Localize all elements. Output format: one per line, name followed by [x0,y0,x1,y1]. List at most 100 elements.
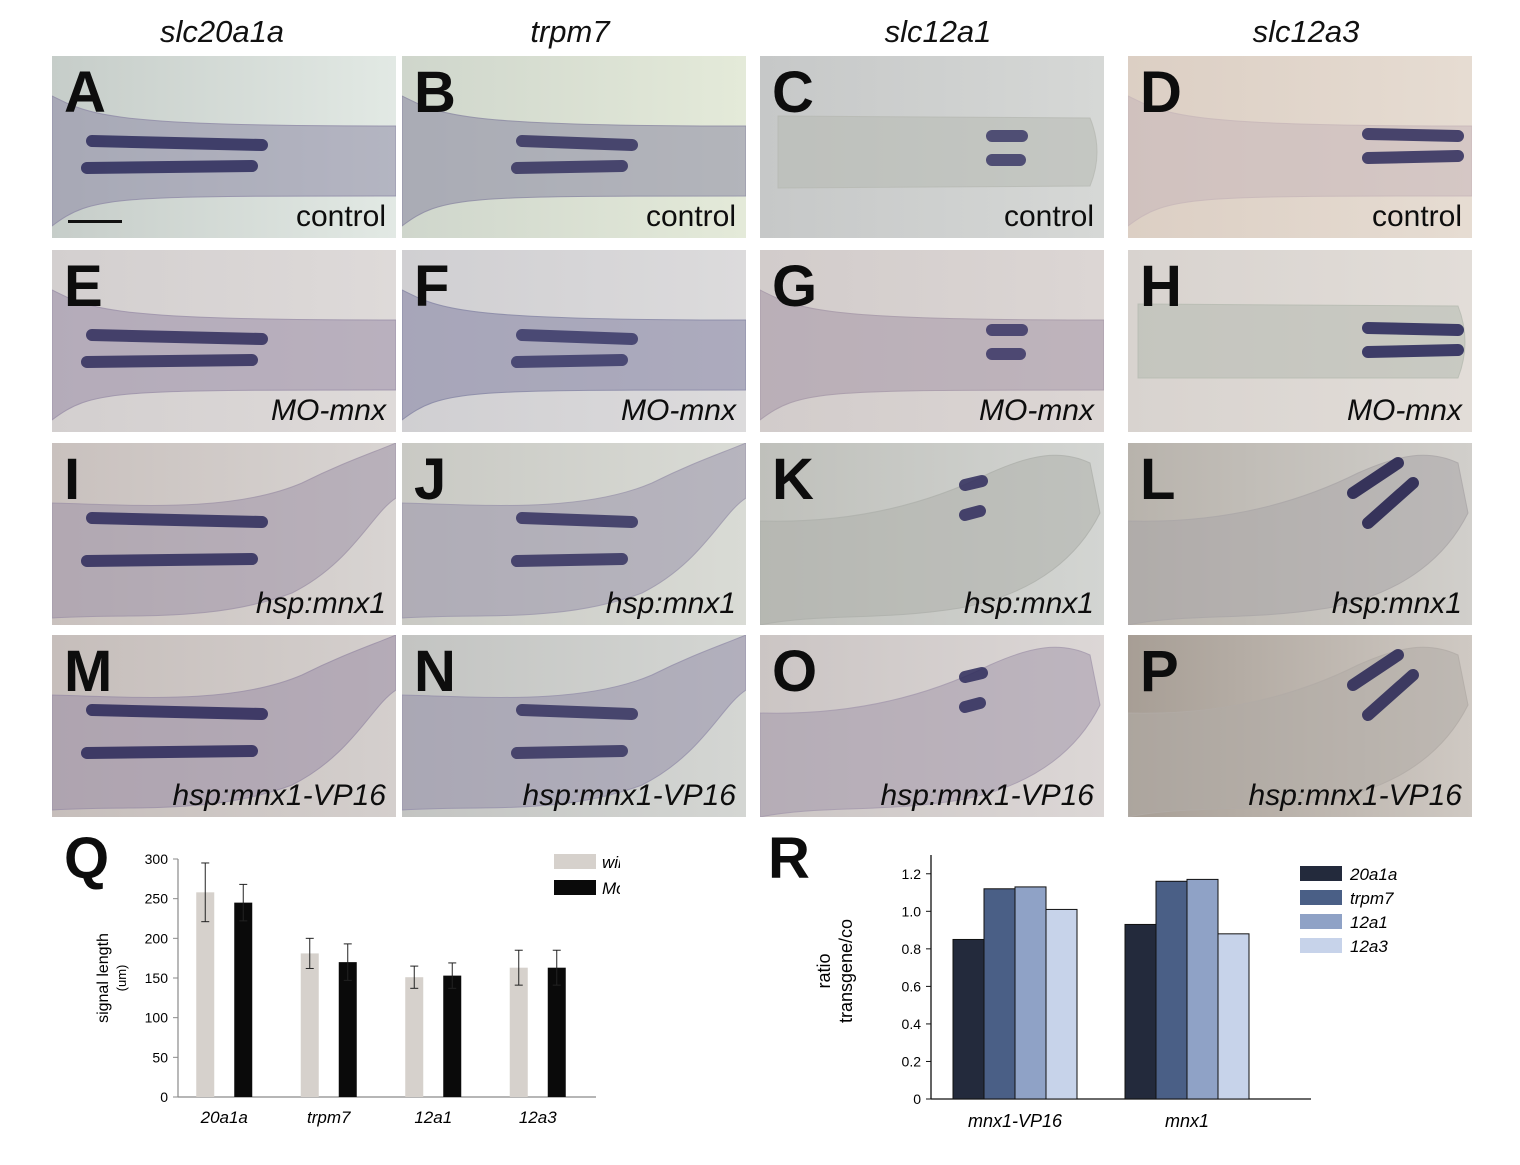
bar-mo-mnx-20a1a [234,902,253,1097]
tissue-shape [760,289,1104,421]
x-category-label: 20a1a [200,1108,248,1127]
legend-swatch [554,880,596,895]
panel-letter-p: P [1140,639,1179,704]
stain-stripe [1347,649,1404,691]
y-tick-label: 300 [145,851,169,867]
stain-stripe [959,505,986,521]
tissue-shape [760,454,1101,625]
panel-letter-m: M [64,639,113,704]
bar-trpm7-mnx1-VP16 [983,888,1016,1100]
panel-letter-o: O [772,639,818,704]
panel-letter-q: Q [64,826,110,891]
legend-swatch [1300,914,1342,929]
condition-label: hsp:mnx1-VP16 [172,779,386,812]
legend-label: 20a1a [1349,865,1397,884]
tissue-illustration [760,646,1101,817]
bar-mo-mnx-12a3 [547,967,566,1097]
y-tick-label: 0 [160,1089,168,1105]
y-axis-unit: (um) [114,965,129,992]
tissue-shape [777,115,1098,189]
stain-stripe [1347,457,1404,499]
condition-label: MO-mnx [1347,394,1462,427]
tissue-illustration [1137,303,1466,379]
panel-letter-d: D [1140,60,1182,125]
condition-label: control [645,200,736,233]
bar-20a1a-mnx1 [1124,923,1157,1100]
stain-stripe [1362,150,1464,164]
panel-letter-b: B [414,60,456,125]
x-category-label: 12a1 [414,1108,452,1127]
tissue-illustration [760,454,1101,625]
condition-label: control [295,200,386,233]
legend-swatch [554,854,596,869]
bar-12a3-mnx1-VP16 [1045,908,1078,1100]
chart-r: 0 0.2 0.4 0.6 0.8 1.0 1.2 mnx1-VP16 mnx1 ratio tra… [814,855,1397,1131]
x-category-label: trpm7 [307,1108,351,1127]
stain-stripe [81,160,258,174]
tissue-shape [402,443,746,619]
column-header-slc12a3: slc12a3 [1252,14,1360,49]
stain-stripe [959,667,988,683]
tissue-illustration [52,635,396,811]
column-header-slc20a1a: slc20a1a [159,14,285,49]
tissue-shape [1128,454,1469,625]
micrograph-panel-f: F MO-mnx [402,250,746,432]
tissue-shape [52,443,396,619]
y-tick-label: 0.2 [902,1053,922,1069]
y-tick-label: 0 [913,1091,921,1107]
y-tick-label: 1.2 [902,866,922,882]
panel-letter-g: G [772,254,818,319]
stain-stripe [511,553,628,567]
condition-label: control [1371,200,1462,233]
stain-stripe [1362,669,1419,721]
tissue-illustration [760,289,1104,421]
tissue-shape [1137,303,1466,379]
y-tick-label: 250 [145,891,169,907]
legend-label: 12a3 [1350,937,1388,956]
tissue-illustration [402,635,746,811]
y-axis-label: signal length [95,933,112,1023]
legend-swatch [1300,890,1342,905]
tissue-illustration [52,443,396,619]
legend-swatch [1300,938,1342,953]
stain-stripe [1362,322,1464,336]
tissue-illustration [1128,95,1472,227]
bar-20a1a-mnx1-VP16 [952,938,985,1100]
legend-label: trpm7 [1350,889,1394,908]
panel-letter-n: N [414,639,456,704]
panel-letter-l: L [1140,447,1176,512]
bar-12a3-mnx1 [1217,933,1250,1100]
x-category-label: 12a3 [519,1108,557,1127]
condition-label: hsp:mnx1 [1331,587,1462,620]
tissue-illustration [402,443,746,619]
y-tick-label: 0.6 [902,978,922,994]
y-tick-label: 150 [145,970,169,986]
tissue-illustration [52,95,396,227]
panel-letter-a: A [64,60,106,125]
y-tick-label: 100 [145,1010,169,1026]
tissue-shape [1128,646,1469,817]
condition-label: hsp:mnx1 [255,587,386,620]
stain-stripe [86,704,268,720]
stain-stripe [81,745,258,759]
panel-letter-j: J [414,447,447,512]
bar-wildtype-12a3 [509,967,528,1097]
stain-stripe [959,475,988,491]
stain-stripe [511,160,628,174]
stain-stripe [516,135,638,151]
stain-stripe [516,704,638,720]
stain-stripe [86,512,268,528]
y-tick-label: 50 [152,1049,168,1065]
micrograph-panel-e: E MO-mnx [52,250,396,432]
stain-stripe [511,745,628,759]
stain-stripe [86,329,268,345]
